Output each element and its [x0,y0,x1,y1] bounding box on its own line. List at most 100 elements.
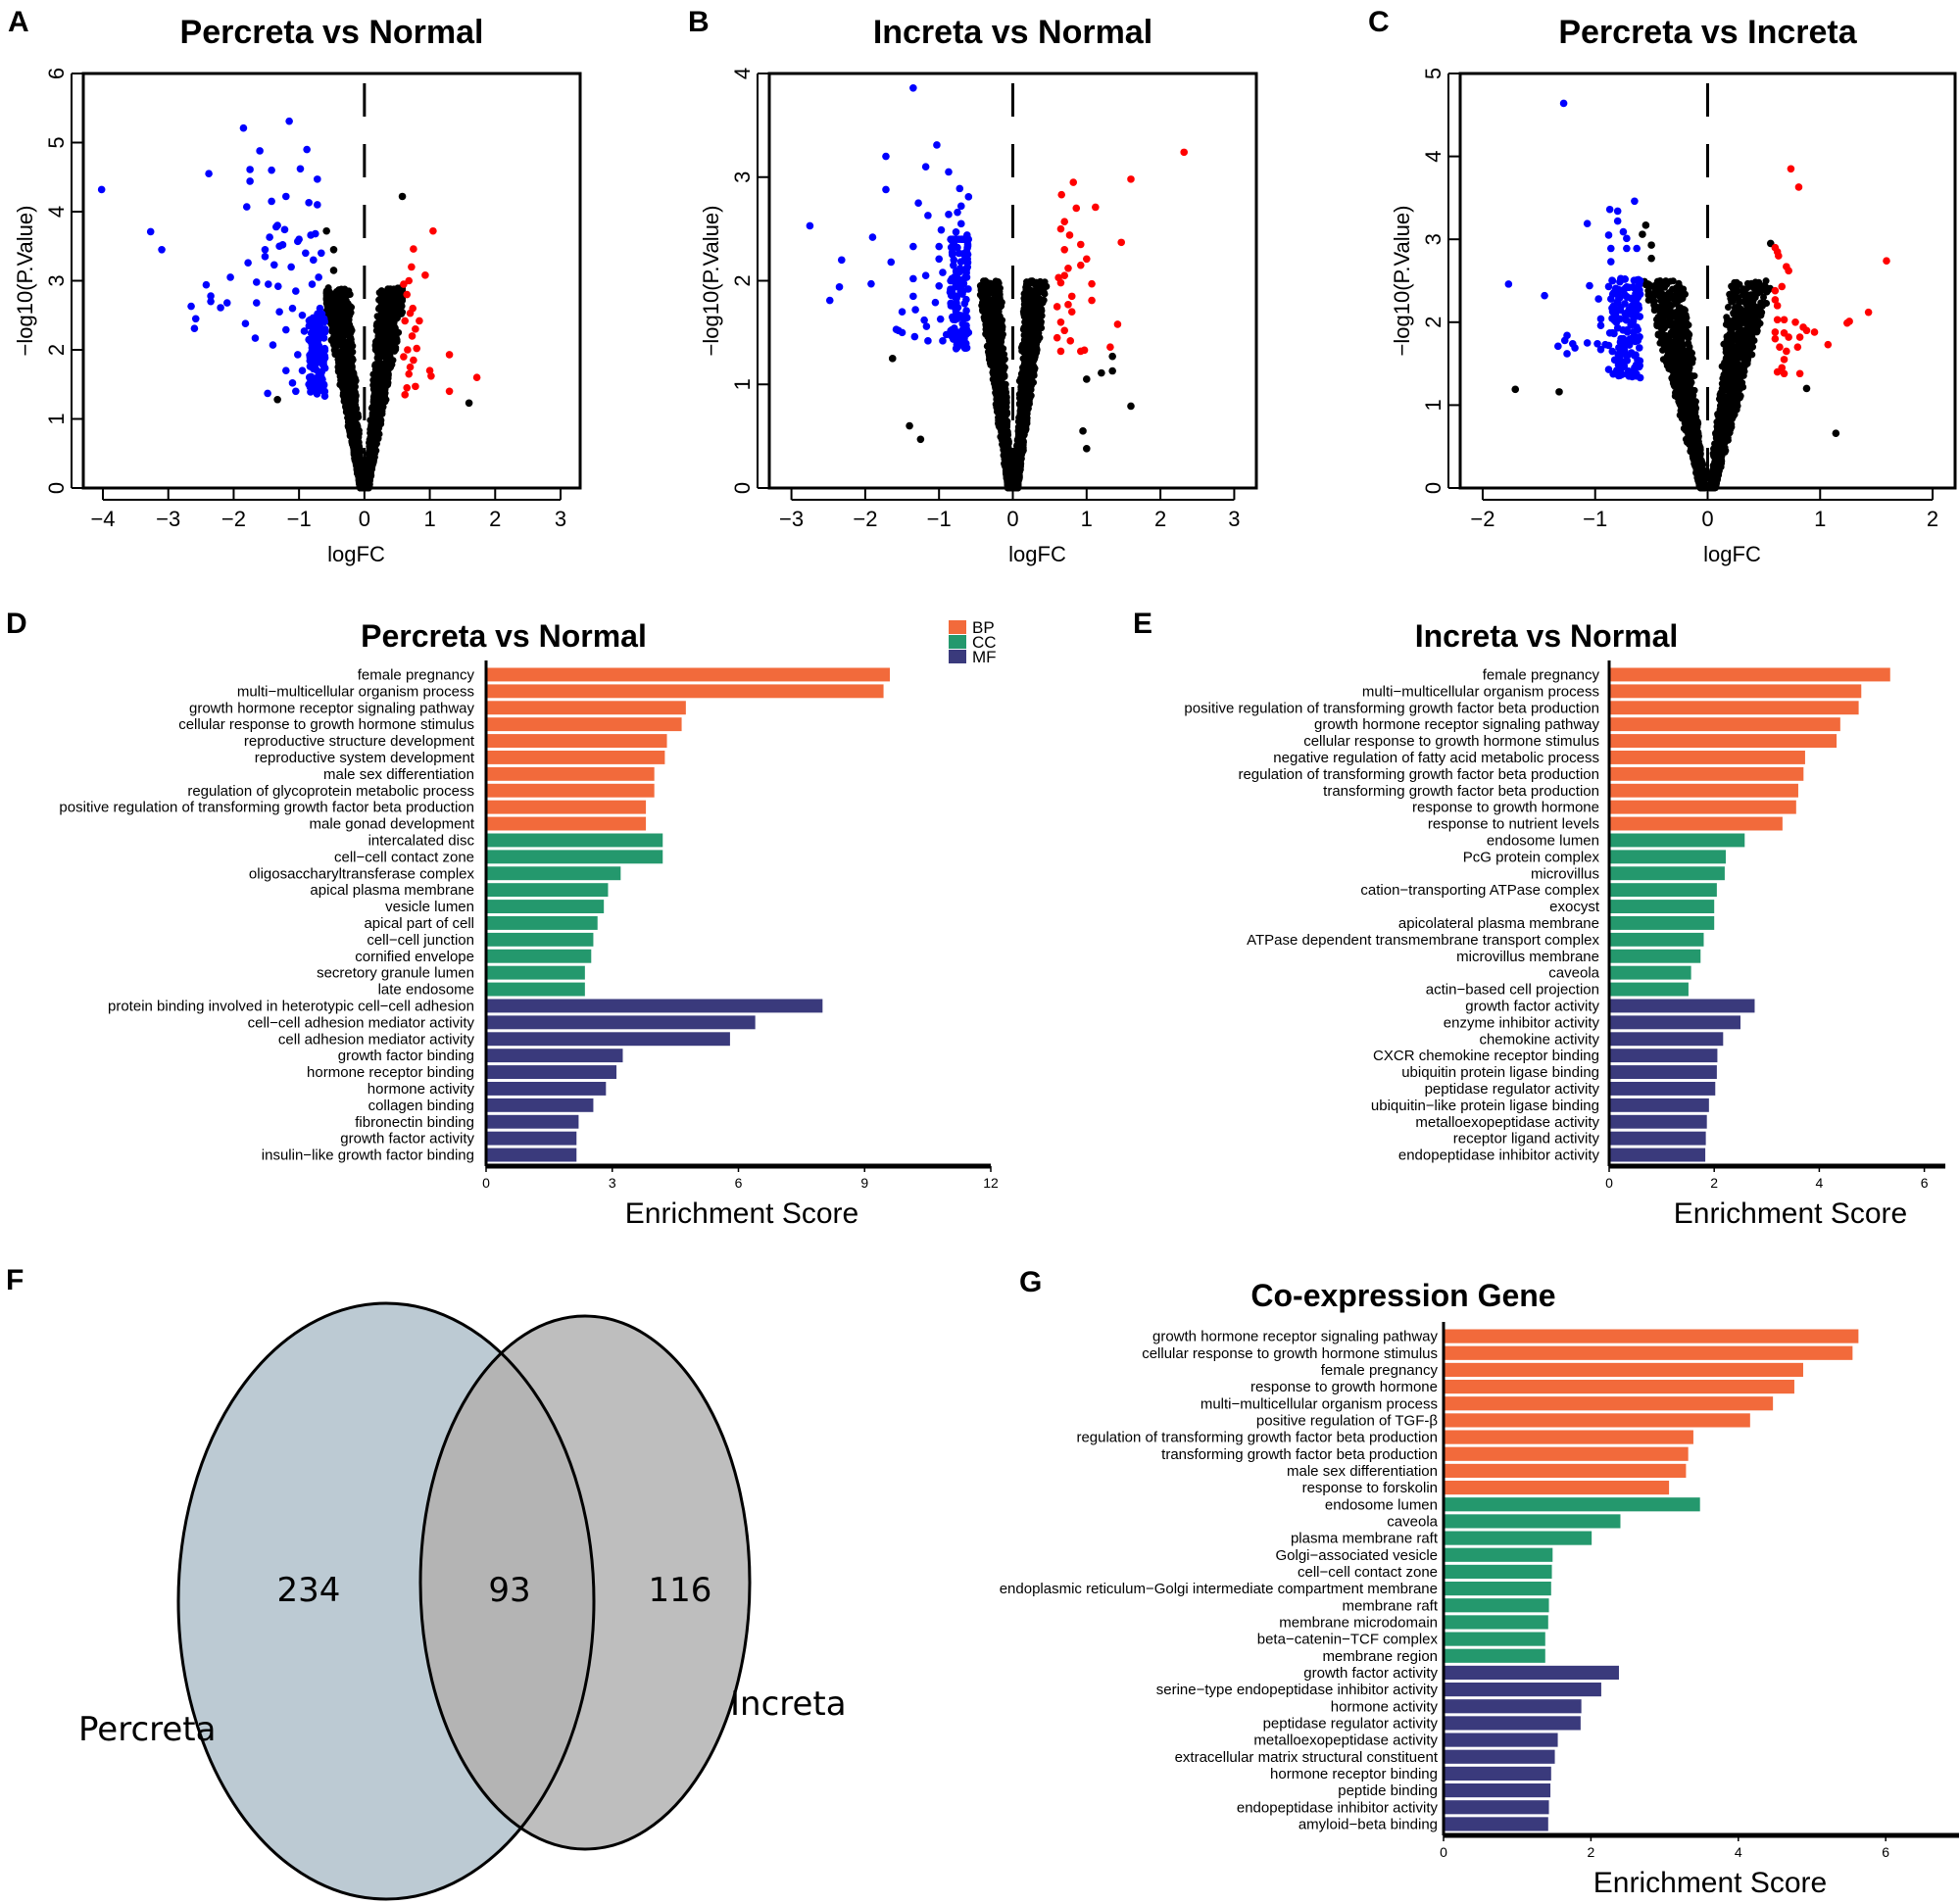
down-point [315,325,322,333]
ns-point [382,357,390,365]
panel-letter-d: D [6,608,27,640]
up-point [416,317,423,325]
ns-point [355,465,363,473]
down-point [282,325,290,334]
ns-point [367,464,374,471]
ns-point [389,357,397,365]
down-point [261,245,270,254]
ns-point [337,375,345,383]
down-point [288,379,297,387]
ns-point [374,410,382,417]
ns-point [377,293,385,301]
ns-point [390,338,398,346]
chart-title: Percreta vs Normal [180,14,484,51]
down-point [273,221,281,229]
down-point [202,280,211,289]
ns-point [393,310,401,317]
plot-frame [81,72,582,490]
down-point [315,273,322,281]
up-point [472,373,481,382]
down-point [256,147,264,155]
up-point [408,332,416,340]
x-tick-label: 1 [423,507,435,531]
ns-point [379,348,387,356]
down-point [270,261,278,269]
up-point [405,369,414,378]
ns-point [330,323,338,331]
down-point [205,170,213,178]
up-point [404,346,412,354]
up-point [406,363,415,371]
y-tick-label: 1 [44,413,69,424]
down-point [314,175,321,183]
down-point [226,273,234,281]
down-point [251,334,260,342]
ns-point [379,377,387,385]
ns-point [334,305,342,313]
ns-point [371,341,379,349]
down-point [300,327,309,335]
down-point [242,203,251,211]
ns-point [346,330,354,338]
ns-point [334,352,342,360]
ns-point [353,426,361,434]
down-point [266,233,273,241]
ns-point [347,396,355,404]
ns-point [376,304,384,312]
y-tick-label: 0 [44,482,69,494]
down-point [275,308,283,317]
down-point [295,235,303,243]
up-point [429,226,437,235]
ns-point [326,308,334,316]
ns-point [336,317,344,324]
down-point [269,341,277,349]
down-point [319,315,328,323]
down-point [320,346,329,355]
ns-point [346,380,354,388]
ns-outlier-point [322,226,330,235]
ns-point [354,450,362,458]
up-point [412,382,419,391]
down-point [308,346,317,355]
ns-point [334,363,342,370]
down-point [222,299,231,307]
down-point [280,225,289,234]
down-point [308,353,317,361]
ns-point [329,297,337,305]
up-point [409,304,417,313]
y-tick-label: 2 [44,344,69,356]
ns-point [377,367,385,375]
x-tick-label: −2 [221,507,246,531]
ns-point [372,429,380,437]
down-point [308,280,317,288]
y-tick-label: 5 [44,136,69,148]
up-point [445,387,454,396]
down-point [282,192,290,201]
panel-letter-a: A [8,6,29,38]
chart-title: Increta vs Normal [873,14,1152,51]
down-point [97,185,106,194]
down-point [318,249,325,258]
up-point [408,263,416,271]
down-point [318,360,326,367]
ns-point [322,296,330,304]
down-point [246,177,254,185]
up-point [410,356,417,365]
ns-point [331,345,339,353]
down-point [207,297,215,306]
panel-letter-g: G [1019,1266,1043,1298]
down-point [264,389,271,398]
ns-point [356,477,364,485]
down-point [288,304,297,313]
down-point [319,334,328,342]
x-tick-label: 2 [489,507,501,531]
down-point [268,166,275,174]
ns-point [340,395,348,403]
ns-outlier-point [398,192,407,201]
x-tick-label: 0 [359,507,370,531]
down-point [298,311,307,319]
ns-point [329,334,337,342]
down-point [317,371,325,379]
ns-point [344,339,352,347]
